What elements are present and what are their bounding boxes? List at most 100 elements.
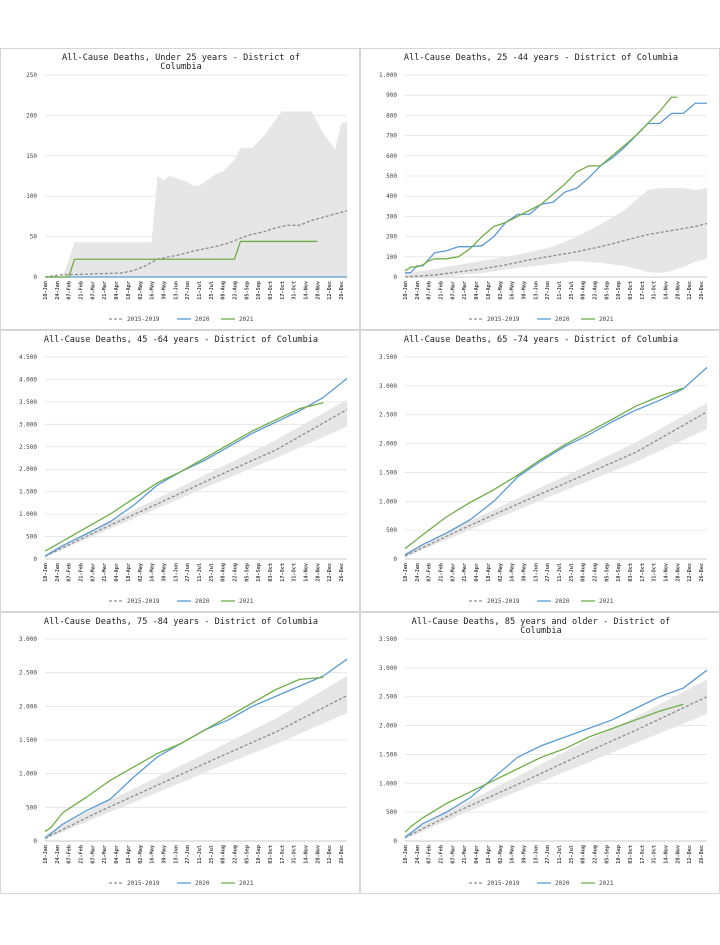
chart-title: All-Cause Deaths, 75 -84 years - Distric…	[44, 617, 318, 627]
y-tick-label: 0	[393, 556, 397, 563]
x-tick-label: 07-Mar	[90, 845, 96, 864]
x-tick-label: 31-Oct	[652, 563, 658, 582]
x-tick-label: 18-Apr	[486, 281, 492, 300]
y-tick-label: 500	[386, 173, 397, 180]
x-tick-label: 21-Mar	[462, 845, 468, 864]
x-tick-label: 12-Dec	[687, 281, 693, 300]
x-tick-label: 22-Aug	[592, 281, 598, 300]
chart-title: All-Cause Deaths, 85 years and older - D…	[412, 617, 671, 636]
x-tick-label: 07-Feb	[427, 281, 433, 300]
y-tick-label: 400	[386, 193, 397, 200]
chart-title: All-Cause Deaths, 65 -74 years - Distric…	[404, 335, 678, 345]
x-tick-label: 07-Feb	[67, 563, 73, 582]
x-tick-label: 14-Nov	[664, 281, 670, 300]
x-tick-label: 02-May	[138, 281, 144, 300]
y-tick-label: 100	[386, 254, 397, 261]
x-tick-label: 04-Apr	[114, 563, 120, 582]
legend-label: 2021	[239, 880, 254, 887]
x-tick-label: 30-May	[161, 563, 167, 582]
x-tick-label: 02-May	[138, 563, 144, 582]
chart-svg: All-Cause Deaths, 85 years and older - D…	[379, 617, 708, 887]
legend-label: 2015-2019	[487, 880, 520, 887]
y-tick-label: 600	[386, 153, 397, 160]
x-tick-label: 21-Feb	[79, 563, 85, 582]
x-tick-label: 22-Aug	[592, 845, 598, 864]
x-tick-label: 11-Jul	[557, 845, 563, 864]
x-tick-label: 17-Oct	[640, 563, 646, 582]
x-tick-label: 12-Dec	[687, 845, 693, 864]
legend-label: 2020	[195, 316, 210, 323]
series-line-2015-2019	[404, 696, 708, 839]
x-tick-label: 16-May	[150, 845, 156, 864]
x-tick-label: 17-Oct	[280, 845, 286, 864]
x-tick-label: 22-Aug	[232, 281, 238, 300]
chart-svg: All-Cause Deaths, 65 -74 years - Distric…	[379, 335, 708, 605]
range-band	[405, 188, 707, 277]
x-tick-label: 21-Feb	[439, 281, 445, 300]
y-tick-label: 1.000	[379, 780, 397, 787]
y-tick-label: 500	[386, 809, 397, 816]
y-tick-label: 100	[26, 193, 37, 200]
x-tick-label: 21-Feb	[79, 845, 85, 864]
x-tick-label: 26-Dec	[699, 281, 705, 300]
chart-title-line: All-Cause Deaths, Under 25 years - Distr…	[62, 53, 300, 63]
x-tick-label: 31-Oct	[292, 281, 298, 300]
chart-title: All-Cause Deaths, 45 -64 years - Distric…	[44, 335, 318, 345]
chart-grid: All-Cause Deaths, Under 25 years - Distr…	[0, 48, 720, 894]
x-tick-label: 31-Oct	[292, 563, 298, 582]
chart-title-line: Columbia	[520, 626, 561, 636]
chart-title-line: Columbia	[160, 62, 201, 72]
series-line-2021	[404, 703, 684, 833]
x-tick-label: 17-Oct	[640, 845, 646, 864]
y-tick-label: 500	[26, 534, 37, 541]
series-line-2021	[404, 387, 684, 550]
x-tick-label: 07-Mar	[450, 845, 456, 864]
x-tick-label: 03-Oct	[628, 281, 634, 300]
x-tick-label: 28-Nov	[675, 845, 681, 864]
y-tick-label: 0	[393, 838, 397, 845]
legend-label: 2020	[555, 316, 570, 323]
y-tick-label: 3.500	[379, 354, 397, 361]
x-tick-label: 26-Dec	[339, 281, 345, 300]
x-tick-label: 31-Oct	[292, 845, 298, 864]
x-tick-label: 27-Jun	[545, 563, 551, 582]
chart-svg: All-Cause Deaths, 45 -64 years - Distric…	[19, 335, 348, 605]
x-tick-label: 08-Aug	[581, 281, 587, 300]
x-tick-label: 21-Feb	[439, 563, 445, 582]
x-tick-label: 04-Apr	[474, 845, 480, 864]
x-tick-label: 16-May	[510, 563, 516, 582]
x-tick-label: 05-Sep	[604, 281, 610, 300]
y-tick-label: 0	[393, 274, 397, 281]
y-tick-label: 500	[386, 527, 397, 534]
y-tick-label: 900	[386, 92, 397, 99]
x-tick-label: 21-Mar	[102, 845, 108, 864]
chart-panel-1: All-Cause Deaths, Under 25 years - Distr…	[0, 48, 360, 330]
y-tick-label: 50	[30, 234, 38, 241]
x-tick-label: 28-Nov	[315, 563, 321, 582]
x-tick-label: 30-May	[521, 845, 527, 864]
y-tick-label: 300	[386, 213, 397, 220]
x-tick-label: 02-May	[498, 845, 504, 864]
series-line-2020	[44, 378, 348, 557]
x-tick-label: 17-Oct	[280, 281, 286, 300]
y-tick-label: 2.500	[19, 444, 37, 451]
series-line-2021	[404, 96, 678, 272]
y-tick-label: 2.000	[379, 441, 397, 448]
x-tick-label: 07-Mar	[450, 281, 456, 300]
legend-label: 2021	[599, 598, 614, 605]
chart-title-line: All-Cause Deaths, 75 -84 years - Distric…	[44, 617, 318, 627]
x-tick-label: 28-Nov	[315, 281, 321, 300]
y-tick-label: 2.500	[379, 412, 397, 419]
x-tick-label: 11-Jul	[197, 563, 203, 582]
range-band	[405, 679, 707, 840]
legend-label: 2015-2019	[487, 598, 520, 605]
y-tick-label: 150	[26, 153, 37, 160]
chart-title-line: All-Cause Deaths, 25 -44 years - Distric…	[404, 53, 678, 63]
y-tick-label: 2.500	[19, 670, 37, 677]
x-tick-label: 07-Feb	[67, 281, 73, 300]
x-tick-label: 12-Dec	[327, 281, 333, 300]
y-tick-label: 3.000	[379, 383, 397, 390]
y-tick-label: 3.000	[19, 636, 37, 643]
x-tick-label: 22-Aug	[232, 563, 238, 582]
x-tick-label: 16-May	[510, 281, 516, 300]
